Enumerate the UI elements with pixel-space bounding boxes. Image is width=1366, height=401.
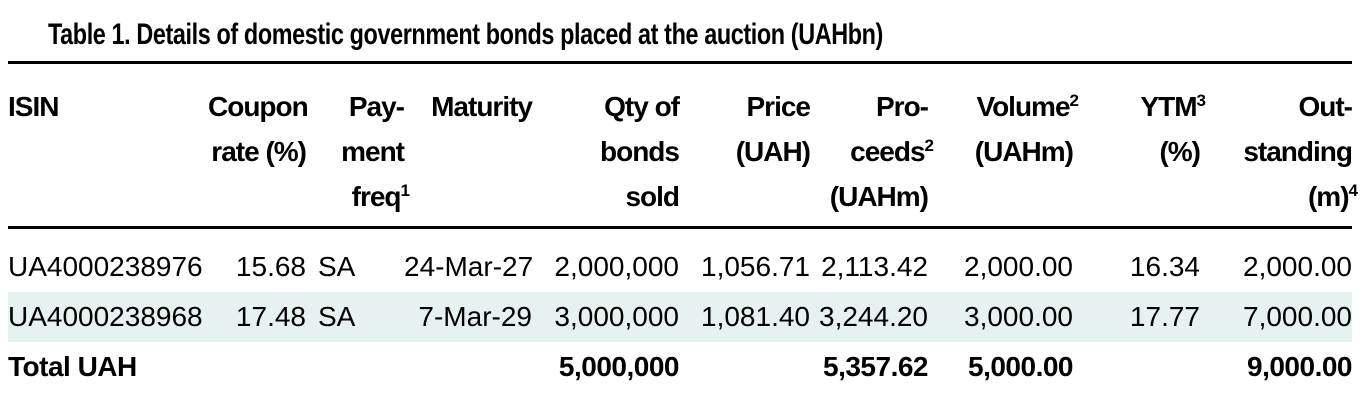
col-header-price: Price (UAH) — [679, 62, 811, 229]
col-header-proceeds: Pro- ceeds2 (UAHm) — [810, 62, 934, 229]
footnote-marker-1: 1 — [400, 180, 410, 200]
cell-qty-sold: 2,000,000 — [554, 250, 679, 282]
col-header-payment-freq: Pay- ment freq1 — [306, 62, 410, 229]
cell-empty — [208, 342, 306, 392]
total-qty-sold: 5,000,000 — [558, 350, 680, 382]
footnote-marker-2b: 2 — [1069, 90, 1079, 110]
total-proceeds: 5,357.62 — [823, 350, 929, 382]
col-header-ytm: YTM3 (%) — [1073, 62, 1206, 229]
cell-coupon-rate: 15.68 — [235, 250, 306, 282]
footnote-marker-3: 3 — [1196, 90, 1206, 110]
total-volume: 5,000.00 — [968, 350, 1074, 382]
col-header-qty-sold: Qty of bonds sold — [532, 62, 680, 229]
cell-price: 1,081.40 — [701, 300, 810, 332]
total-row: Total UAH 5,000,000 5,357.62 5,000.00 9,… — [8, 342, 1353, 392]
table-row: UA4000238976 15.68 SA 24-Mar-27 2,000,00… — [8, 242, 1352, 292]
col-header-volume: Volume2 (UAHm) — [928, 62, 1079, 229]
col-header-isin: ISIN — [8, 62, 208, 229]
cell-isin: UA4000238976 — [8, 250, 203, 282]
cell-coupon-rate: 17.48 — [235, 300, 306, 332]
col-header-maturity: Maturity — [404, 62, 533, 229]
cell-price: 1,056.71 — [701, 250, 810, 282]
cell-empty — [1073, 342, 1200, 392]
cell-empty — [679, 342, 810, 392]
total-label: Total UAH — [8, 350, 137, 382]
cell-maturity: 7-Mar-29 — [418, 300, 532, 332]
footnote-marker-4: 4 — [1348, 180, 1358, 200]
cell-proceeds: 3,244.20 — [819, 300, 928, 332]
spacer-row — [8, 228, 1352, 242]
cell-ytm: 16.34 — [1129, 250, 1200, 282]
cell-proceeds: 2,113.42 — [821, 250, 928, 282]
cell-isin: UA4000238968 — [8, 300, 203, 332]
cell-qty-sold: 3,000,000 — [554, 300, 679, 332]
header-row: ISIN Coupon rate (%) Pay- ment freq1 Mat… — [8, 62, 1358, 229]
table-title: Table 1. Details of domestic government … — [48, 18, 883, 51]
cell-payment-freq: SA — [318, 300, 356, 332]
total-outstanding: 9,000.00 — [1247, 350, 1353, 382]
bond-auction-table: ISIN Coupon rate (%) Pay- ment freq1 Mat… — [8, 61, 1358, 392]
col-header-coupon-rate: Coupon rate (%) — [208, 62, 309, 229]
cell-empty — [404, 342, 532, 392]
footnote-marker-2: 2 — [924, 135, 934, 155]
cell-empty — [306, 342, 404, 392]
table-header: ISIN Coupon rate (%) Pay- ment freq1 Mat… — [8, 62, 1358, 229]
cell-payment-freq: SA — [318, 250, 356, 282]
cell-volume: 3,000.00 — [964, 300, 1073, 332]
cell-outstanding: 2,000.00 — [1243, 250, 1352, 282]
cell-volume: 2,000.00 — [964, 250, 1073, 282]
cell-outstanding: 7,000.00 — [1243, 300, 1352, 332]
cell-ytm: 17.77 — [1129, 300, 1200, 332]
col-header-outstanding: Out- standing (m)4 — [1200, 62, 1358, 229]
table-row-alt: UA4000238968 17.48 SA 7-Mar-29 3,000,000… — [8, 291, 1352, 342]
cell-maturity: 24-Mar-27 — [404, 250, 534, 282]
